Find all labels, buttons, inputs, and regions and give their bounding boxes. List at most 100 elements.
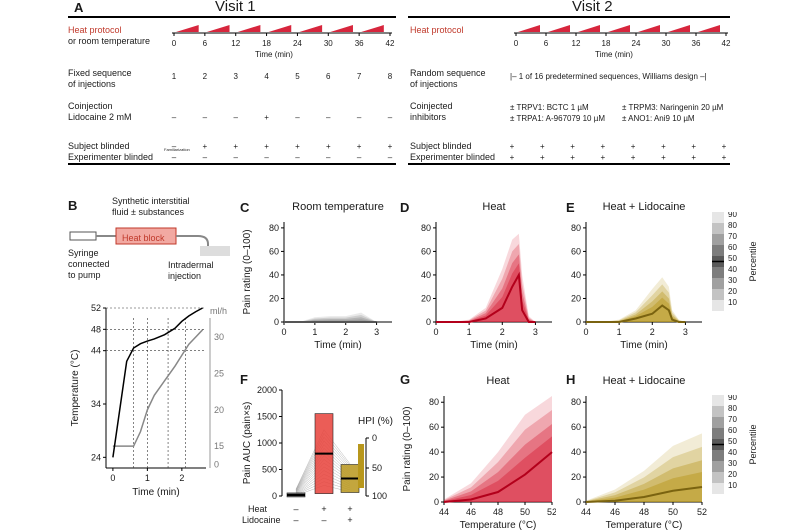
percentile-swatch: [712, 395, 724, 406]
percentile-tick-label: 50: [728, 254, 737, 263]
hpi-tick-label: 50: [372, 463, 382, 473]
x-tick-label: 3: [683, 327, 688, 337]
time-tick-label: 24: [293, 39, 302, 48]
percentile-legend-top: 90 80 70 60 50 40 30 20 10 Percentile: [712, 212, 758, 311]
y-tick-label: 80: [571, 397, 581, 407]
y-tick-label: 40: [269, 270, 279, 280]
x-tick-label: 3: [374, 327, 379, 337]
percentile-tick-label: 30: [728, 276, 737, 285]
percentile-band: [586, 297, 686, 322]
percentile-swatch: [712, 461, 724, 472]
visit2-top-rule: [408, 16, 730, 18]
x-tick-label: 52: [547, 507, 556, 517]
percentile-band: [436, 263, 536, 322]
percentile-swatch: [712, 267, 724, 278]
x-tick-label: 52: [697, 507, 707, 517]
percentile-swatch: [712, 417, 724, 428]
row-cell: –: [387, 153, 393, 162]
percentile-tick-label: 30: [728, 459, 737, 468]
inhibitor-trpv1: ± TRPV1: BCTC 1 µM: [510, 103, 589, 112]
heat-ramp: [608, 25, 630, 32]
row-cell: 7: [356, 72, 362, 81]
v2-heat-ramps: [518, 25, 720, 32]
y-tick-label: 0: [426, 317, 431, 327]
time-tick-label: 36: [355, 39, 364, 48]
syringe-label: Syringe connected to pump: [68, 248, 110, 280]
x-axis-label: Time (min): [620, 340, 667, 351]
time-tick-label: 30: [324, 39, 333, 48]
row-cell: 6: [326, 72, 331, 81]
v1-row1-label: Fixed sequence of injections: [68, 68, 132, 89]
panel-letter-h: H: [566, 372, 576, 387]
median-line: [443, 451, 553, 503]
chart-title: Heat: [486, 375, 509, 387]
chart-e-heat-lidocaine: Heat + Lidocaine 0 20 40 60 80 0 1 2 3 Time (min): [571, 201, 702, 351]
y-tick-label: 20: [429, 472, 439, 482]
y-axis-label: Pain rating (0–100): [402, 406, 413, 491]
row-cell: –: [202, 113, 208, 122]
percentile-tick-label: 10: [728, 481, 737, 490]
x-tick-label: 48: [493, 507, 503, 517]
y-tick-label: 40: [571, 270, 581, 280]
skin-icon: [200, 246, 230, 256]
y2-tick-label: 0: [214, 459, 219, 469]
visit2-bottom-rule: [408, 163, 730, 165]
y2-tick-label: 30: [214, 332, 224, 342]
v2-row2-label: Coinjected inhibitors: [410, 101, 453, 122]
y-tick-label: 20: [571, 293, 581, 303]
heat-ramp: [176, 25, 199, 32]
percentile-swatch: [712, 223, 724, 234]
percentile-swatch: [712, 428, 724, 439]
y-tick-label: 40: [571, 447, 581, 457]
row-cell: –: [233, 113, 238, 122]
y-tick-label: 24: [91, 452, 101, 462]
percentile-band: [586, 284, 686, 322]
percentile-tick-label: 80: [728, 221, 737, 230]
row-cell: +: [600, 153, 606, 162]
median-line: [436, 271, 536, 323]
row-cell: +: [325, 142, 331, 151]
percentile-swatch: [712, 450, 724, 461]
row-cell: +: [233, 142, 239, 151]
row-cell: –: [295, 113, 300, 122]
heat-ramp: [299, 25, 323, 32]
percentile-swatch: [712, 245, 724, 256]
row-cell: +: [661, 142, 666, 151]
y-tick-label: 60: [571, 246, 581, 256]
y-tick-label: 60: [571, 422, 581, 432]
heat-sign: +: [321, 504, 326, 514]
row-cell: +: [387, 142, 393, 151]
heat-ramp: [698, 25, 720, 32]
hpi-tick-label: 0: [372, 433, 377, 443]
x-tick-label: 3: [533, 327, 538, 337]
time-tick-label: 18: [602, 39, 611, 48]
tube-out: [176, 235, 209, 248]
heat-ramp: [668, 25, 690, 32]
y-tick-label: 60: [269, 246, 279, 256]
percentile-band: [586, 277, 686, 322]
v1-heat-label: Heat protocol: [68, 25, 122, 35]
percentile-band: [284, 317, 377, 322]
lidocaine-sign: +: [347, 515, 352, 525]
time-tick-label: 12: [572, 39, 581, 48]
percentile-tick-label: 80: [728, 404, 737, 413]
panel-letter-d: D: [400, 200, 410, 215]
row-cell: +: [721, 153, 727, 162]
x-tick-label: 44: [581, 507, 591, 517]
row-cell: +: [570, 153, 575, 162]
v1-row4-label: Experimenter blinded: [68, 152, 154, 162]
row-cell: –: [171, 113, 177, 122]
injection-label: Intradermal injection: [168, 260, 214, 281]
percentile-swatch: [712, 483, 724, 494]
temperature-line: [112, 307, 203, 458]
x-tick-label: 46: [466, 507, 476, 517]
x-tick-label: 1: [145, 473, 150, 483]
visit1-bottom-rule: [68, 163, 396, 165]
row-cell: +: [295, 142, 300, 151]
percentile-label: Percentile: [748, 241, 758, 281]
y-tick-label: 60: [429, 422, 439, 432]
percentile-tick-label: 20: [728, 287, 737, 296]
v1-heat-timeline: 0 6 12 18 24 30 36 42: [172, 25, 395, 48]
